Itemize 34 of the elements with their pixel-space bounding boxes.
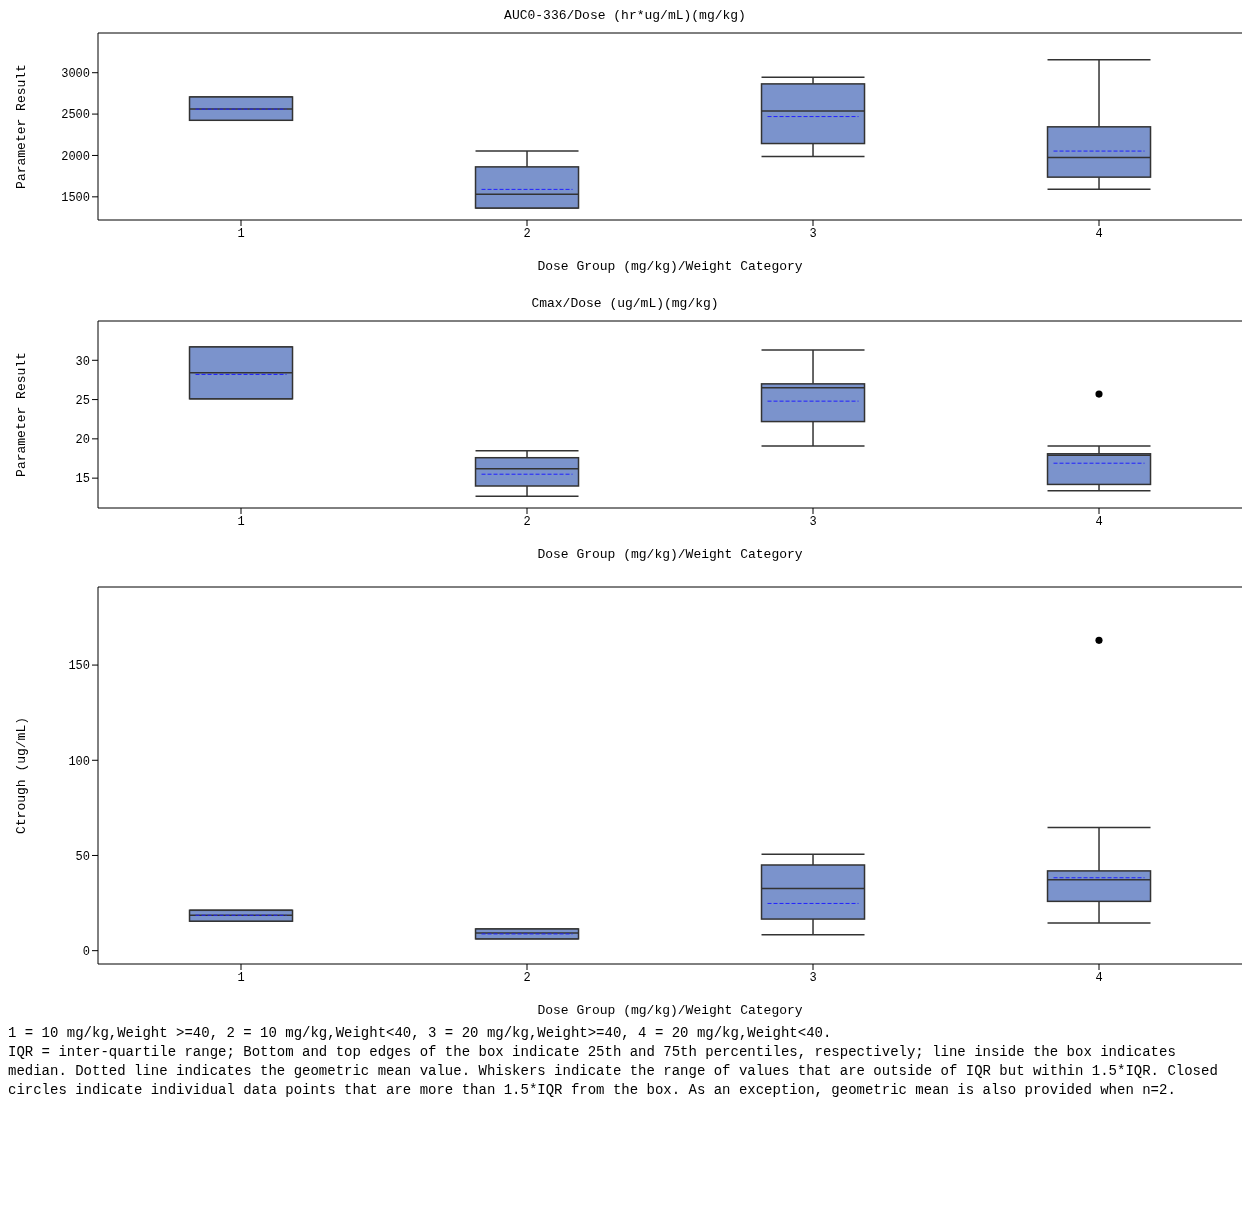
y-tick-label: 50 bbox=[75, 849, 90, 864]
x-tick-label: 1 bbox=[237, 514, 245, 529]
text: 1 = 10 mg/kg,Weight >=40, 2 = 10 mg/kg,Weight<40, 3 = 20 mg/kg,Weight>=40, 4 = 20 mg/kg,Weight<40. bbox=[8, 1024, 833, 1043]
y-tick-label: 1500 bbox=[61, 191, 90, 206]
text: IQR = inter-quartile range; Bottom and top edges of the box indicate 25th and 75th percentiles, respectively; line inside the box indicates median. Dotted line indicates the geometric mean value. Whiskers indicate the range of values that are outside of IQR but within 1.5*IQR. Closed circles indicate individual data points that are more than 1.5*IQR from the box. As an exception, geometric mean is also provided when n=2. bbox=[8, 1043, 1219, 1100]
y-tick-label: 2500 bbox=[61, 108, 90, 123]
y-tick-label: 25 bbox=[75, 393, 90, 408]
x-axis-title: Dose Group (mg/kg)/Weight Category bbox=[537, 1003, 803, 1018]
x-tick-label: 2 bbox=[523, 514, 531, 529]
y-tick-label: 20 bbox=[75, 433, 90, 448]
y-tick-label: 0 bbox=[82, 944, 90, 959]
x-tick-label: 3 bbox=[809, 226, 817, 241]
y-tick-label: 30 bbox=[75, 354, 90, 369]
chart-title: Cmax/Dose (ug/mL)(mg/kg) bbox=[530, 296, 720, 313]
x-tick-label: 1 bbox=[237, 226, 245, 241]
chart-title: AUC0-336/Dose (hr*ug/mL)(mg/kg) bbox=[503, 8, 747, 25]
x-tick-label: 4 bbox=[1095, 226, 1103, 241]
x-axis-title: Dose Group (mg/kg)/Weight Category bbox=[537, 259, 803, 274]
x-tick-label: 1 bbox=[237, 970, 245, 985]
x-tick-label: 3 bbox=[809, 970, 817, 985]
x-tick-label: 4 bbox=[1095, 970, 1103, 985]
y-tick-label: 3000 bbox=[61, 66, 90, 81]
x-axis-title: Dose Group (mg/kg)/Weight Category bbox=[537, 547, 803, 562]
y-tick-label: 150 bbox=[68, 659, 90, 674]
y-axis-title: Parameter Result bbox=[13, 352, 29, 477]
y-axis-title: Parameter Result bbox=[13, 64, 29, 189]
x-tick-label: 3 bbox=[809, 514, 817, 529]
y-tick-label: 2000 bbox=[61, 149, 90, 164]
y-tick-label: 15 bbox=[75, 472, 90, 487]
y-tick-label: 100 bbox=[68, 754, 90, 769]
x-tick-label: 2 bbox=[523, 970, 531, 985]
y-axis-title: Ctrough (ug/mL) bbox=[13, 716, 29, 835]
x-tick-label: 2 bbox=[523, 226, 531, 241]
x-tick-label: 4 bbox=[1095, 514, 1103, 529]
